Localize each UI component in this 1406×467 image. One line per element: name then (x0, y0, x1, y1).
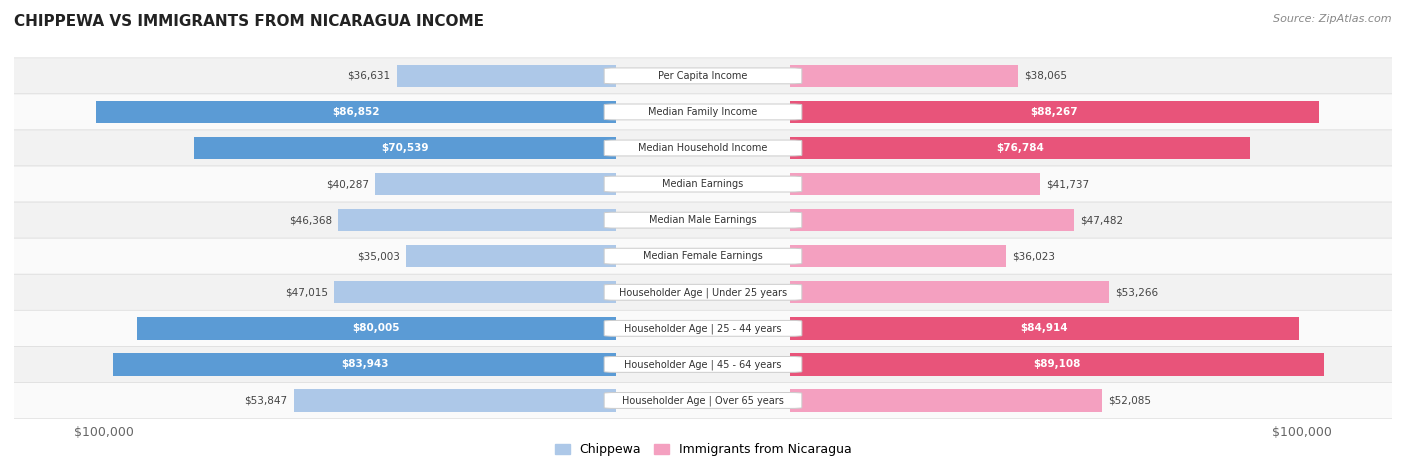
Legend: Chippewa, Immigrants from Nicaragua: Chippewa, Immigrants from Nicaragua (550, 439, 856, 461)
Text: $40,287: $40,287 (326, 179, 368, 189)
FancyBboxPatch shape (1, 274, 1405, 310)
Bar (406, 245, 616, 268)
Bar (396, 65, 616, 87)
Bar (136, 317, 616, 340)
Bar (790, 173, 1040, 195)
Text: $88,267: $88,267 (1031, 107, 1078, 117)
FancyBboxPatch shape (605, 320, 801, 336)
Bar (96, 101, 616, 123)
FancyBboxPatch shape (1, 382, 1405, 418)
FancyBboxPatch shape (605, 393, 801, 409)
Text: Median Female Earnings: Median Female Earnings (643, 251, 763, 261)
Bar (114, 353, 616, 375)
Text: $80,005: $80,005 (353, 323, 401, 333)
Text: Per Capita Income: Per Capita Income (658, 71, 748, 81)
Bar (790, 209, 1074, 231)
FancyBboxPatch shape (605, 68, 801, 84)
Text: $38,065: $38,065 (1024, 71, 1067, 81)
FancyBboxPatch shape (1, 130, 1405, 166)
FancyBboxPatch shape (605, 284, 801, 300)
FancyBboxPatch shape (605, 356, 801, 372)
Text: Median Earnings: Median Earnings (662, 179, 744, 189)
Bar (790, 389, 1102, 411)
Bar (790, 101, 1319, 123)
Bar (790, 353, 1323, 375)
FancyBboxPatch shape (1, 202, 1405, 238)
Bar (375, 173, 616, 195)
Text: $83,943: $83,943 (340, 360, 388, 369)
Text: $35,003: $35,003 (357, 251, 401, 261)
Bar (790, 281, 1109, 304)
Bar (790, 245, 1005, 268)
Text: CHIPPEWA VS IMMIGRANTS FROM NICARAGUA INCOME: CHIPPEWA VS IMMIGRANTS FROM NICARAGUA IN… (14, 14, 484, 29)
Text: $53,266: $53,266 (1115, 287, 1159, 297)
Text: Householder Age | 25 - 44 years: Householder Age | 25 - 44 years (624, 323, 782, 333)
Text: Median Male Earnings: Median Male Earnings (650, 215, 756, 225)
Text: $86,852: $86,852 (332, 107, 380, 117)
Text: Householder Age | Under 25 years: Householder Age | Under 25 years (619, 287, 787, 297)
Text: $89,108: $89,108 (1033, 360, 1080, 369)
FancyBboxPatch shape (1, 58, 1405, 94)
Text: $70,539: $70,539 (381, 143, 429, 153)
Bar (339, 209, 616, 231)
Text: $53,847: $53,847 (245, 396, 288, 405)
Bar (194, 137, 616, 159)
FancyBboxPatch shape (1, 166, 1405, 202)
Text: Median Household Income: Median Household Income (638, 143, 768, 153)
FancyBboxPatch shape (1, 347, 1405, 382)
FancyBboxPatch shape (605, 104, 801, 120)
Text: $36,631: $36,631 (347, 71, 391, 81)
FancyBboxPatch shape (1, 238, 1405, 274)
Text: $36,023: $36,023 (1012, 251, 1054, 261)
Text: $76,784: $76,784 (995, 143, 1043, 153)
Bar (790, 137, 1250, 159)
Text: Householder Age | 45 - 64 years: Householder Age | 45 - 64 years (624, 359, 782, 370)
Text: $46,368: $46,368 (290, 215, 332, 225)
Text: Median Family Income: Median Family Income (648, 107, 758, 117)
FancyBboxPatch shape (605, 140, 801, 156)
Text: $41,737: $41,737 (1046, 179, 1090, 189)
Bar (790, 65, 1018, 87)
Bar (294, 389, 616, 411)
FancyBboxPatch shape (605, 248, 801, 264)
Text: $84,914: $84,914 (1021, 323, 1069, 333)
Text: Source: ZipAtlas.com: Source: ZipAtlas.com (1274, 14, 1392, 24)
Bar (790, 317, 1299, 340)
Text: Householder Age | Over 65 years: Householder Age | Over 65 years (621, 395, 785, 406)
Bar (335, 281, 616, 304)
FancyBboxPatch shape (1, 310, 1405, 347)
Text: $47,015: $47,015 (285, 287, 329, 297)
FancyBboxPatch shape (605, 212, 801, 228)
FancyBboxPatch shape (1, 94, 1405, 130)
Text: $47,482: $47,482 (1080, 215, 1123, 225)
Text: $52,085: $52,085 (1108, 396, 1152, 405)
FancyBboxPatch shape (605, 176, 801, 192)
